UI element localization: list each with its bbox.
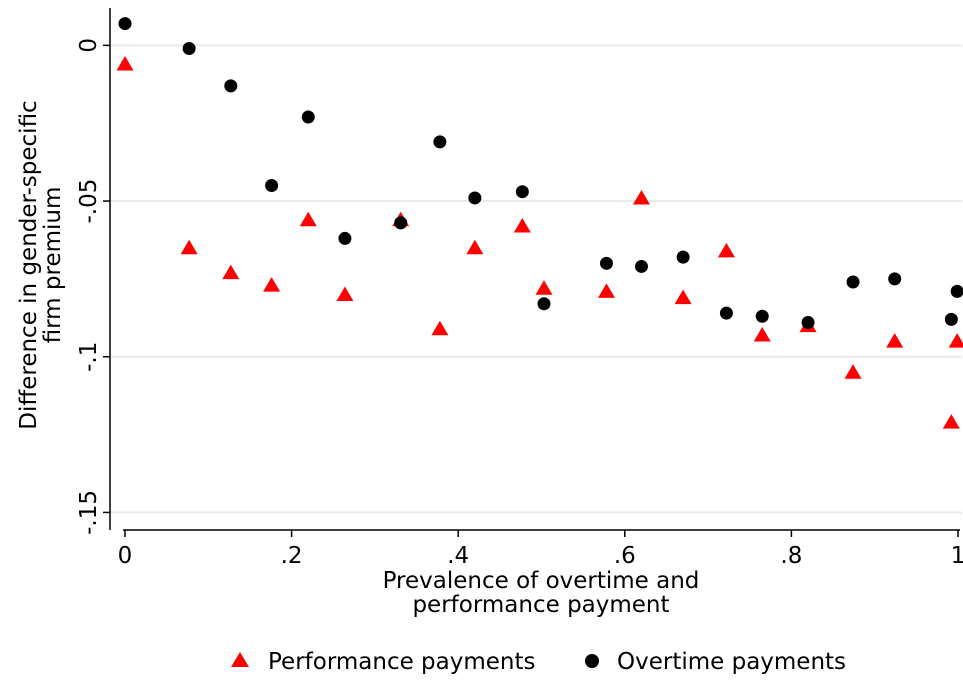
performance-point-3 [263, 277, 280, 292]
overtime-point-3 [265, 179, 278, 192]
overtime-point-5 [338, 232, 351, 245]
overtime-point-6 [394, 216, 407, 229]
y-tick-label-1: -.05 [76, 179, 102, 224]
overtime-point-11 [600, 257, 613, 270]
legend: Performance payments Overtime payments [231, 649, 846, 675]
y-tick-label-0: 0 [76, 38, 102, 53]
performance-point-2 [222, 265, 239, 280]
overtime-point-1 [183, 42, 196, 55]
overtime-point-12 [635, 260, 648, 273]
overtime-point-20 [951, 285, 963, 298]
axis-titles: Difference in gender-specific firm premi… [16, 100, 699, 618]
overtime-point-18 [888, 272, 901, 285]
performance-point-14 [718, 243, 735, 257]
axes: 0 -.05 -.1 -.15 0 .2 .4 .6 .8 1 [76, 8, 963, 569]
overtime-point-8 [468, 191, 481, 204]
performance-point-17 [845, 364, 862, 379]
legend-triangle-marker [231, 652, 249, 667]
x-tick-label-1: .2 [281, 543, 303, 569]
x-tick-label-5: 1 [951, 543, 963, 569]
performance-point-10 [535, 280, 552, 295]
performance-point-18 [886, 333, 903, 348]
performance-point-9 [514, 218, 531, 233]
overtime-point-14 [720, 307, 733, 320]
x-tick-label-4: .8 [780, 543, 802, 569]
overtime-point-16 [802, 316, 815, 329]
overtime-point-4 [302, 110, 315, 123]
overtime-point-9 [516, 185, 529, 198]
performance-point-13 [675, 290, 692, 305]
performance-point-12 [633, 190, 650, 205]
legend-circle-marker [585, 654, 599, 668]
data-points [117, 17, 963, 429]
performance-point-20 [949, 333, 963, 348]
performance-point-0 [117, 56, 134, 71]
performance-point-11 [598, 283, 615, 298]
overtime-point-19 [945, 313, 958, 326]
performance-point-19 [943, 414, 960, 429]
x-tick-label-0: 0 [118, 543, 133, 569]
overtime-point-15 [756, 310, 769, 323]
overtime-point-17 [847, 276, 860, 289]
x-axis-title-line-2: performance payment [412, 592, 669, 618]
y-tick-label-2: -.1 [76, 342, 102, 372]
overtime-point-0 [119, 17, 132, 30]
y-tick-label-3: -.15 [76, 490, 102, 535]
overtime-point-13 [677, 251, 690, 264]
performance-point-8 [466, 240, 483, 255]
overtime-point-10 [537, 297, 550, 310]
overtime-point-2 [224, 79, 237, 92]
x-axis-title-line-1: Prevalence of overtime and [383, 568, 700, 594]
performance-point-4 [300, 212, 317, 227]
performance-point-1 [181, 240, 198, 255]
legend-label-performance: Performance payments [268, 649, 536, 675]
x-tick-label-3: .6 [614, 543, 636, 569]
legend-label-overtime: Overtime payments [617, 649, 846, 675]
y-axis-title-line-1: Difference in gender-specific [16, 100, 42, 429]
performance-point-5 [336, 286, 353, 301]
y-axis-title-line-2: firm premium [40, 187, 66, 344]
overtime-point-7 [433, 135, 446, 148]
performance-point-7 [431, 321, 448, 336]
performance-point-15 [754, 327, 771, 342]
x-tick-label-2: .4 [447, 543, 469, 569]
